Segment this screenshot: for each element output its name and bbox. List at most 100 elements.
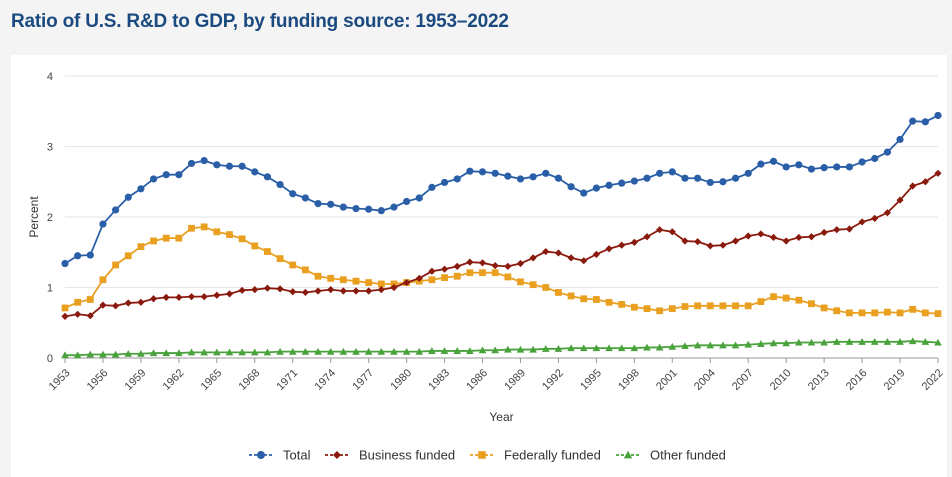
data-point [883, 148, 891, 156]
data-point [301, 288, 309, 297]
data-point [86, 312, 94, 320]
data-point [681, 237, 689, 245]
data-point [74, 310, 82, 318]
data-point [415, 194, 423, 202]
series-line [65, 340, 939, 357]
data-point [112, 206, 120, 214]
data-point [795, 296, 803, 304]
data-point [301, 266, 309, 274]
data-point [580, 295, 588, 303]
data-point [517, 278, 524, 286]
data-point [124, 193, 132, 201]
data-point [681, 342, 689, 350]
legend-item-federally-funded[interactable]: Federally funded [470, 448, 601, 463]
data-point [99, 276, 107, 284]
data-point [908, 337, 917, 345]
legend-swatch-marker [257, 451, 265, 459]
data-point [377, 286, 385, 294]
legend-label: Federally funded [504, 448, 601, 463]
y-tick-label: 4 [47, 71, 53, 83]
x-tick-label: 2022 [920, 367, 946, 393]
data-point [883, 209, 891, 217]
series-line [64, 225, 939, 315]
data-point [478, 168, 487, 176]
data-point [74, 252, 82, 260]
data-point [326, 347, 335, 355]
data-point [554, 174, 563, 182]
x-tick-label: 2019 [882, 367, 908, 393]
data-point [542, 284, 550, 291]
data-point [213, 348, 221, 356]
x-tick-label: 1971 [275, 367, 301, 393]
data-point [466, 269, 474, 277]
data-point [896, 309, 904, 317]
data-point [744, 340, 753, 348]
data-point [719, 341, 727, 349]
x-axis-ticks: 1953 1956 1959 1962 1965 1968 1971 1974 1977 1980… [47, 358, 946, 393]
data-point [339, 203, 347, 211]
data-point [871, 309, 879, 317]
data-point [137, 243, 145, 251]
data-point [529, 254, 537, 262]
data-point [124, 252, 132, 260]
data-point [542, 247, 550, 256]
data-point [238, 286, 246, 294]
data-point [871, 214, 879, 223]
data-point [364, 347, 373, 355]
data-point [276, 347, 284, 355]
data-point [288, 347, 297, 355]
data-point [832, 337, 841, 345]
data-point [226, 231, 233, 239]
data-point [263, 284, 272, 292]
x-tick-label: 2010 [768, 367, 794, 393]
data-point [466, 167, 474, 175]
data-point [618, 301, 626, 308]
data-point [390, 203, 398, 211]
data-point [668, 228, 676, 236]
data-point [706, 341, 715, 349]
data-point [896, 337, 904, 345]
legend-swatch-marker [478, 451, 486, 459]
data-point [187, 348, 196, 356]
data-point [630, 344, 639, 352]
data-point [99, 301, 107, 309]
data-point [200, 348, 208, 356]
data-point [301, 194, 309, 202]
data-point [314, 287, 322, 295]
data-point [731, 174, 740, 182]
data-point [428, 347, 436, 354]
data-point [909, 305, 917, 313]
legend-swatch-marker [333, 451, 341, 459]
data-point [643, 343, 651, 351]
data-point [390, 347, 398, 355]
data-point [150, 237, 157, 245]
data-point [871, 154, 879, 163]
data-point [757, 160, 765, 168]
data-point [453, 262, 461, 270]
data-point [137, 185, 145, 193]
data-point [681, 303, 689, 310]
x-tick-label: 2013 [806, 367, 832, 393]
x-tick-label: 2016 [844, 367, 870, 393]
x-tick-label: 1995 [578, 367, 604, 393]
data-point [934, 169, 942, 177]
data-point [162, 293, 170, 301]
data-point [213, 228, 221, 236]
data-point [580, 257, 588, 265]
data-point [883, 337, 892, 345]
series-line [64, 172, 939, 318]
x-tick-label: 1956 [85, 367, 111, 393]
data-point [276, 255, 284, 262]
legend-item-business-funded[interactable]: Business funded [325, 448, 455, 463]
data-point [630, 177, 638, 185]
data-point [858, 158, 866, 166]
legend-item-total[interactable]: Total [249, 448, 311, 463]
data-series [61, 111, 942, 359]
legend-item-other-funded[interactable]: Other funded [616, 448, 726, 463]
y-tick-label: 1 [47, 283, 53, 295]
data-point [541, 345, 550, 352]
data-point [162, 234, 170, 242]
data-point [580, 189, 588, 197]
data-point [187, 159, 196, 168]
legend[interactable]: Total Business funded Federally funded Othe… [249, 448, 726, 463]
